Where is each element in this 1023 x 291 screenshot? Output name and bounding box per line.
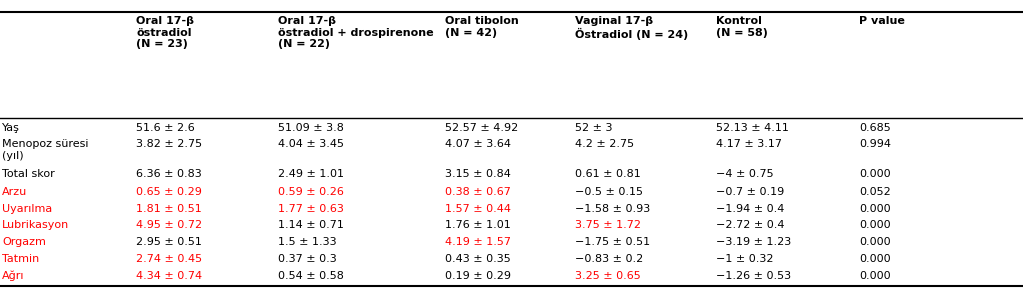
- Text: 0.38 ± 0.67: 0.38 ± 0.67: [445, 187, 510, 197]
- Text: 52.57 ± 4.92: 52.57 ± 4.92: [445, 123, 519, 133]
- Text: Kontrol
(N = 58): Kontrol (N = 58): [716, 16, 768, 38]
- Text: 0.000: 0.000: [859, 220, 891, 230]
- Text: Oral tibolon
(N = 42): Oral tibolon (N = 42): [445, 16, 519, 38]
- Text: Total skor: Total skor: [2, 168, 55, 179]
- Text: 0.685: 0.685: [859, 123, 891, 133]
- Text: 1.76 ± 1.01: 1.76 ± 1.01: [445, 220, 510, 230]
- Text: 4.95 ± 0.72: 4.95 ± 0.72: [136, 220, 203, 230]
- Text: Yaş: Yaş: [2, 123, 19, 133]
- Text: Uyarılma: Uyarılma: [2, 203, 52, 214]
- Text: 51.09 ± 3.8: 51.09 ± 3.8: [278, 123, 344, 133]
- Text: −1.75 ± 0.51: −1.75 ± 0.51: [575, 237, 650, 247]
- Text: 0.000: 0.000: [859, 203, 891, 214]
- Text: 4.2 ± 2.75: 4.2 ± 2.75: [575, 139, 634, 149]
- Text: 0.000: 0.000: [859, 237, 891, 247]
- Text: 1.14 ± 0.71: 1.14 ± 0.71: [278, 220, 344, 230]
- Text: −1 ± 0.32: −1 ± 0.32: [716, 254, 773, 264]
- Text: −3.19 ± 1.23: −3.19 ± 1.23: [716, 237, 792, 247]
- Text: 0.994: 0.994: [859, 139, 891, 149]
- Text: 0.54 ± 0.58: 0.54 ± 0.58: [278, 271, 344, 281]
- Text: 1.5 ± 1.33: 1.5 ± 1.33: [278, 237, 337, 247]
- Text: 0.59 ± 0.26: 0.59 ± 0.26: [278, 187, 344, 197]
- Text: 3.82 ± 2.75: 3.82 ± 2.75: [136, 139, 203, 149]
- Text: 4.04 ± 3.45: 4.04 ± 3.45: [278, 139, 345, 149]
- Text: Oral 17-β
östradiol + drospirenone
(N = 22): Oral 17-β östradiol + drospirenone (N = …: [278, 16, 434, 49]
- Text: Vaginal 17-β
Östradiol (N = 24): Vaginal 17-β Östradiol (N = 24): [575, 16, 688, 40]
- Text: 4.17 ± 3.17: 4.17 ± 3.17: [716, 139, 783, 149]
- Text: P value: P value: [859, 16, 905, 26]
- Text: Lubrikasyon: Lubrikasyon: [2, 220, 70, 230]
- Text: −0.83 ± 0.2: −0.83 ± 0.2: [575, 254, 643, 264]
- Text: 0.43 ± 0.35: 0.43 ± 0.35: [445, 254, 510, 264]
- Text: Orgazm: Orgazm: [2, 237, 46, 247]
- Text: 4.34 ± 0.74: 4.34 ± 0.74: [136, 271, 203, 281]
- Text: Oral 17-β
östradiol
(N = 23): Oral 17-β östradiol (N = 23): [136, 16, 194, 49]
- Text: 2.49 ± 1.01: 2.49 ± 1.01: [278, 168, 345, 179]
- Text: −0.7 ± 0.19: −0.7 ± 0.19: [716, 187, 785, 197]
- Text: Arzu: Arzu: [2, 187, 28, 197]
- Text: 0.000: 0.000: [859, 168, 891, 179]
- Text: Ağrı: Ağrı: [2, 271, 25, 281]
- Text: −1.94 ± 0.4: −1.94 ± 0.4: [716, 203, 785, 214]
- Text: −1.58 ± 0.93: −1.58 ± 0.93: [575, 203, 651, 214]
- Text: 3.75 ± 1.72: 3.75 ± 1.72: [575, 220, 641, 230]
- Text: 2.74 ± 0.45: 2.74 ± 0.45: [136, 254, 203, 264]
- Text: (yıl): (yıl): [2, 151, 24, 161]
- Text: 1.57 ± 0.44: 1.57 ± 0.44: [445, 203, 512, 214]
- Text: 2.95 ± 0.51: 2.95 ± 0.51: [136, 237, 202, 247]
- Text: Menopoz süresi: Menopoz süresi: [2, 139, 89, 149]
- Text: 4.19 ± 1.57: 4.19 ± 1.57: [445, 237, 512, 247]
- Text: 0.37 ± 0.3: 0.37 ± 0.3: [278, 254, 337, 264]
- Text: 52.13 ± 4.11: 52.13 ± 4.11: [716, 123, 789, 133]
- Text: 6.36 ± 0.83: 6.36 ± 0.83: [136, 168, 202, 179]
- Text: 3.15 ± 0.84: 3.15 ± 0.84: [445, 168, 510, 179]
- Text: 0.61 ± 0.81: 0.61 ± 0.81: [575, 168, 640, 179]
- Text: 3.25 ± 0.65: 3.25 ± 0.65: [575, 271, 640, 281]
- Text: 0.000: 0.000: [859, 254, 891, 264]
- Text: 1.77 ± 0.63: 1.77 ± 0.63: [278, 203, 344, 214]
- Text: 0.052: 0.052: [859, 187, 891, 197]
- Text: 0.65 ± 0.29: 0.65 ± 0.29: [136, 187, 202, 197]
- Text: 1.81 ± 0.51: 1.81 ± 0.51: [136, 203, 202, 214]
- Text: 51.6 ± 2.6: 51.6 ± 2.6: [136, 123, 194, 133]
- Text: 4.07 ± 3.64: 4.07 ± 3.64: [445, 139, 512, 149]
- Text: −0.5 ± 0.15: −0.5 ± 0.15: [575, 187, 642, 197]
- Text: 0.19 ± 0.29: 0.19 ± 0.29: [445, 271, 512, 281]
- Text: 0.000: 0.000: [859, 271, 891, 281]
- Text: −1.26 ± 0.53: −1.26 ± 0.53: [716, 271, 791, 281]
- Text: −2.72 ± 0.4: −2.72 ± 0.4: [716, 220, 785, 230]
- Text: Tatmin: Tatmin: [2, 254, 39, 264]
- Text: −4 ± 0.75: −4 ± 0.75: [716, 168, 773, 179]
- Text: 52 ± 3: 52 ± 3: [575, 123, 613, 133]
